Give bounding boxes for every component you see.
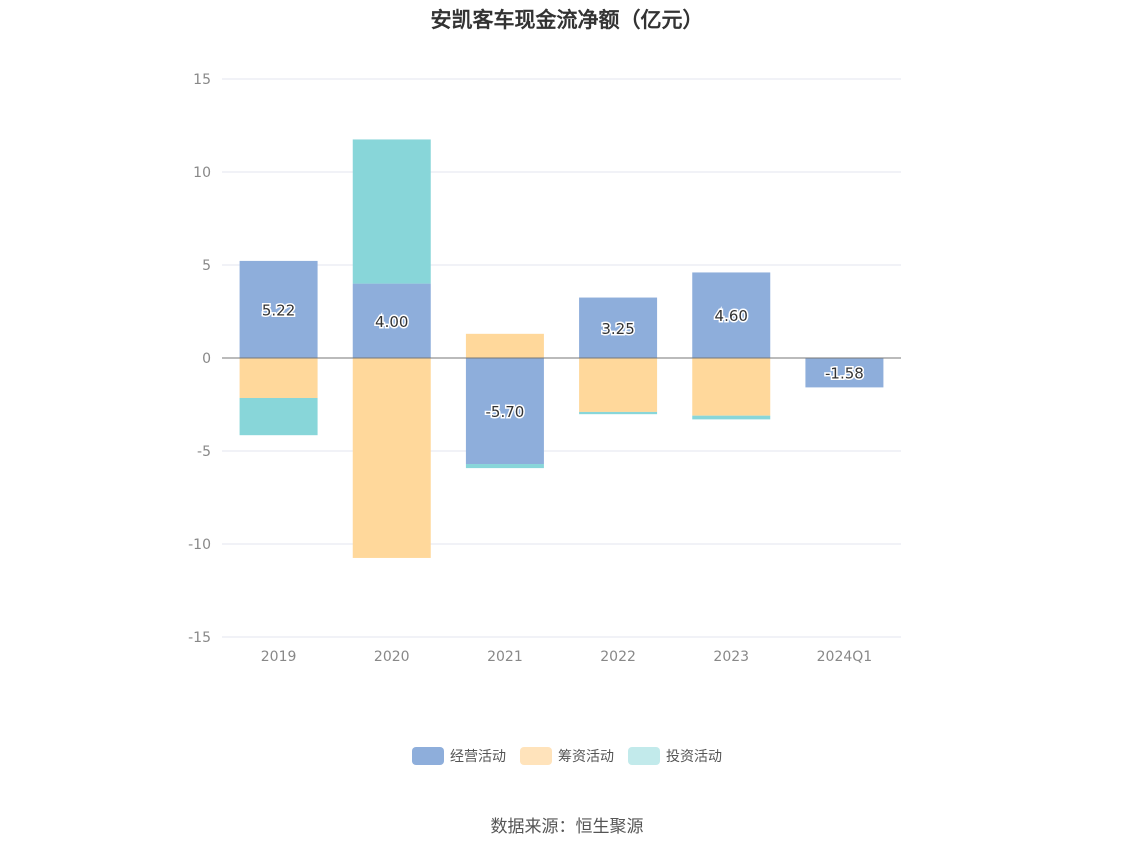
bar-2023-series-0 — [692, 272, 771, 358]
x-tick-label: 2022 — [600, 649, 636, 665]
x-tick-label: 2024Q1 — [817, 649, 873, 665]
y-tick-label: -10 — [188, 537, 211, 553]
data-label: -5.70 — [486, 403, 525, 421]
y-tick-label: 0 — [202, 351, 211, 367]
y-tick-label: -15 — [188, 630, 211, 646]
legend-swatch-operating — [412, 747, 444, 765]
legend-item-investing[interactable]: 投资活动 — [628, 746, 722, 766]
legend-label-investing: 投资活动 — [666, 749, 722, 765]
legend: 经营活动 筹资活动 投资活动 — [0, 746, 1134, 766]
x-tick-label: 2020 — [374, 649, 410, 665]
bar-2021-series-1 — [465, 333, 544, 358]
data-label: 3.25 — [601, 320, 634, 338]
bar-2023-series-1 — [692, 358, 771, 416]
data-label: 4.60 — [715, 307, 748, 325]
bars-layer — [239, 139, 884, 558]
x-tick-label: 2021 — [487, 649, 523, 665]
legend-item-operating[interactable]: 经营活动 — [412, 746, 506, 766]
bar-2020-series-2 — [352, 139, 431, 284]
bar-2019-series-2 — [239, 397, 318, 436]
data-label: -1.58 — [825, 365, 864, 383]
y-tick-label: 15 — [193, 72, 211, 88]
source-note: 数据来源：恒生聚源 — [490, 817, 644, 837]
y-tick-label: -5 — [197, 444, 211, 460]
bar-2019-series-1 — [239, 358, 318, 398]
bar-2024Q1-series-0 — [805, 358, 884, 388]
x-tick-label: 2019 — [261, 649, 297, 665]
bar-2022-series-1 — [579, 358, 658, 412]
legend-label-financing: 筹资活动 — [558, 749, 614, 765]
grid-layer — [222, 78, 901, 638]
bar-2022-series-0 — [579, 297, 658, 358]
legend-label-operating: 经营活动 — [450, 749, 506, 765]
x-tick-label: 2023 — [713, 649, 749, 665]
legend-item-financing[interactable]: 筹资活动 — [520, 746, 614, 766]
label-layer: 5.22 4.00 -5.70 3.25 4.60 -1.58 — [260, 300, 865, 423]
bar-2023-series-2 — [692, 415, 771, 420]
bar-2020-series-0 — [352, 283, 431, 358]
bar-2021-series-0 — [465, 358, 544, 465]
chart-title: 安凯客车现金流净额（亿元） — [430, 8, 704, 32]
data-label: 5.22 — [262, 301, 295, 319]
legend-swatch-financing — [520, 747, 552, 765]
y-tick-label: 10 — [193, 165, 211, 181]
bar-2020-series-1 — [352, 358, 431, 558]
legend-swatch-investing — [628, 747, 660, 765]
y-tick-label: 5 — [202, 258, 211, 274]
bar-2021-series-2 — [465, 464, 544, 469]
data-label: 4.00 — [375, 313, 408, 331]
bar-2022-series-2 — [579, 411, 658, 415]
bar-2019-series-0 — [239, 260, 318, 358]
axis-layer: 15 10 5 0 -5 -10 -15 2019 2020 2021 2022 2023 2024Q1 — [188, 72, 901, 665]
